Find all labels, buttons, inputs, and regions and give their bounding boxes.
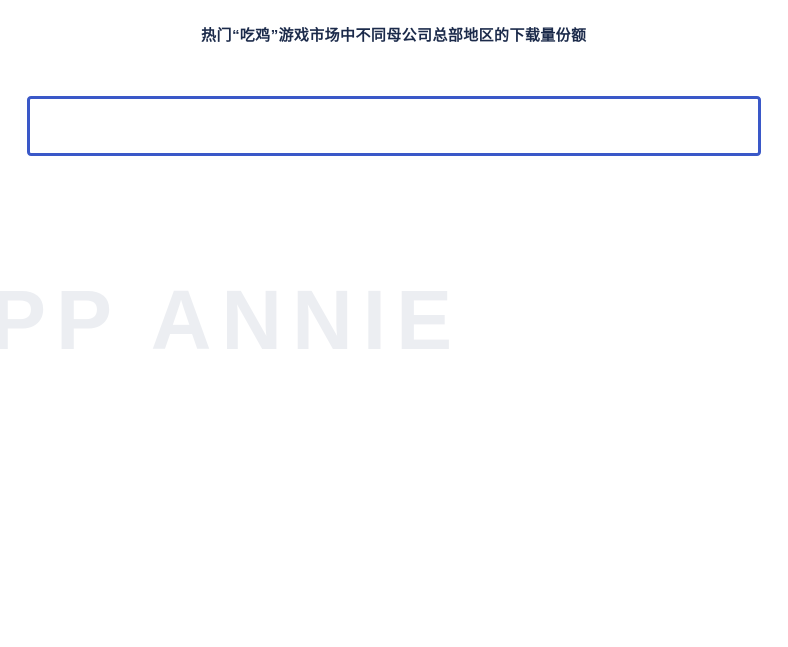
- watermark: PP ANNIE: [0, 273, 463, 367]
- plot-area: [0, 81, 788, 601]
- chart-title: 热门“吃鸡”游戏市场中不同母公司总部地区的下载量份额: [201, 27, 587, 44]
- gridlines: [108, 81, 761, 591]
